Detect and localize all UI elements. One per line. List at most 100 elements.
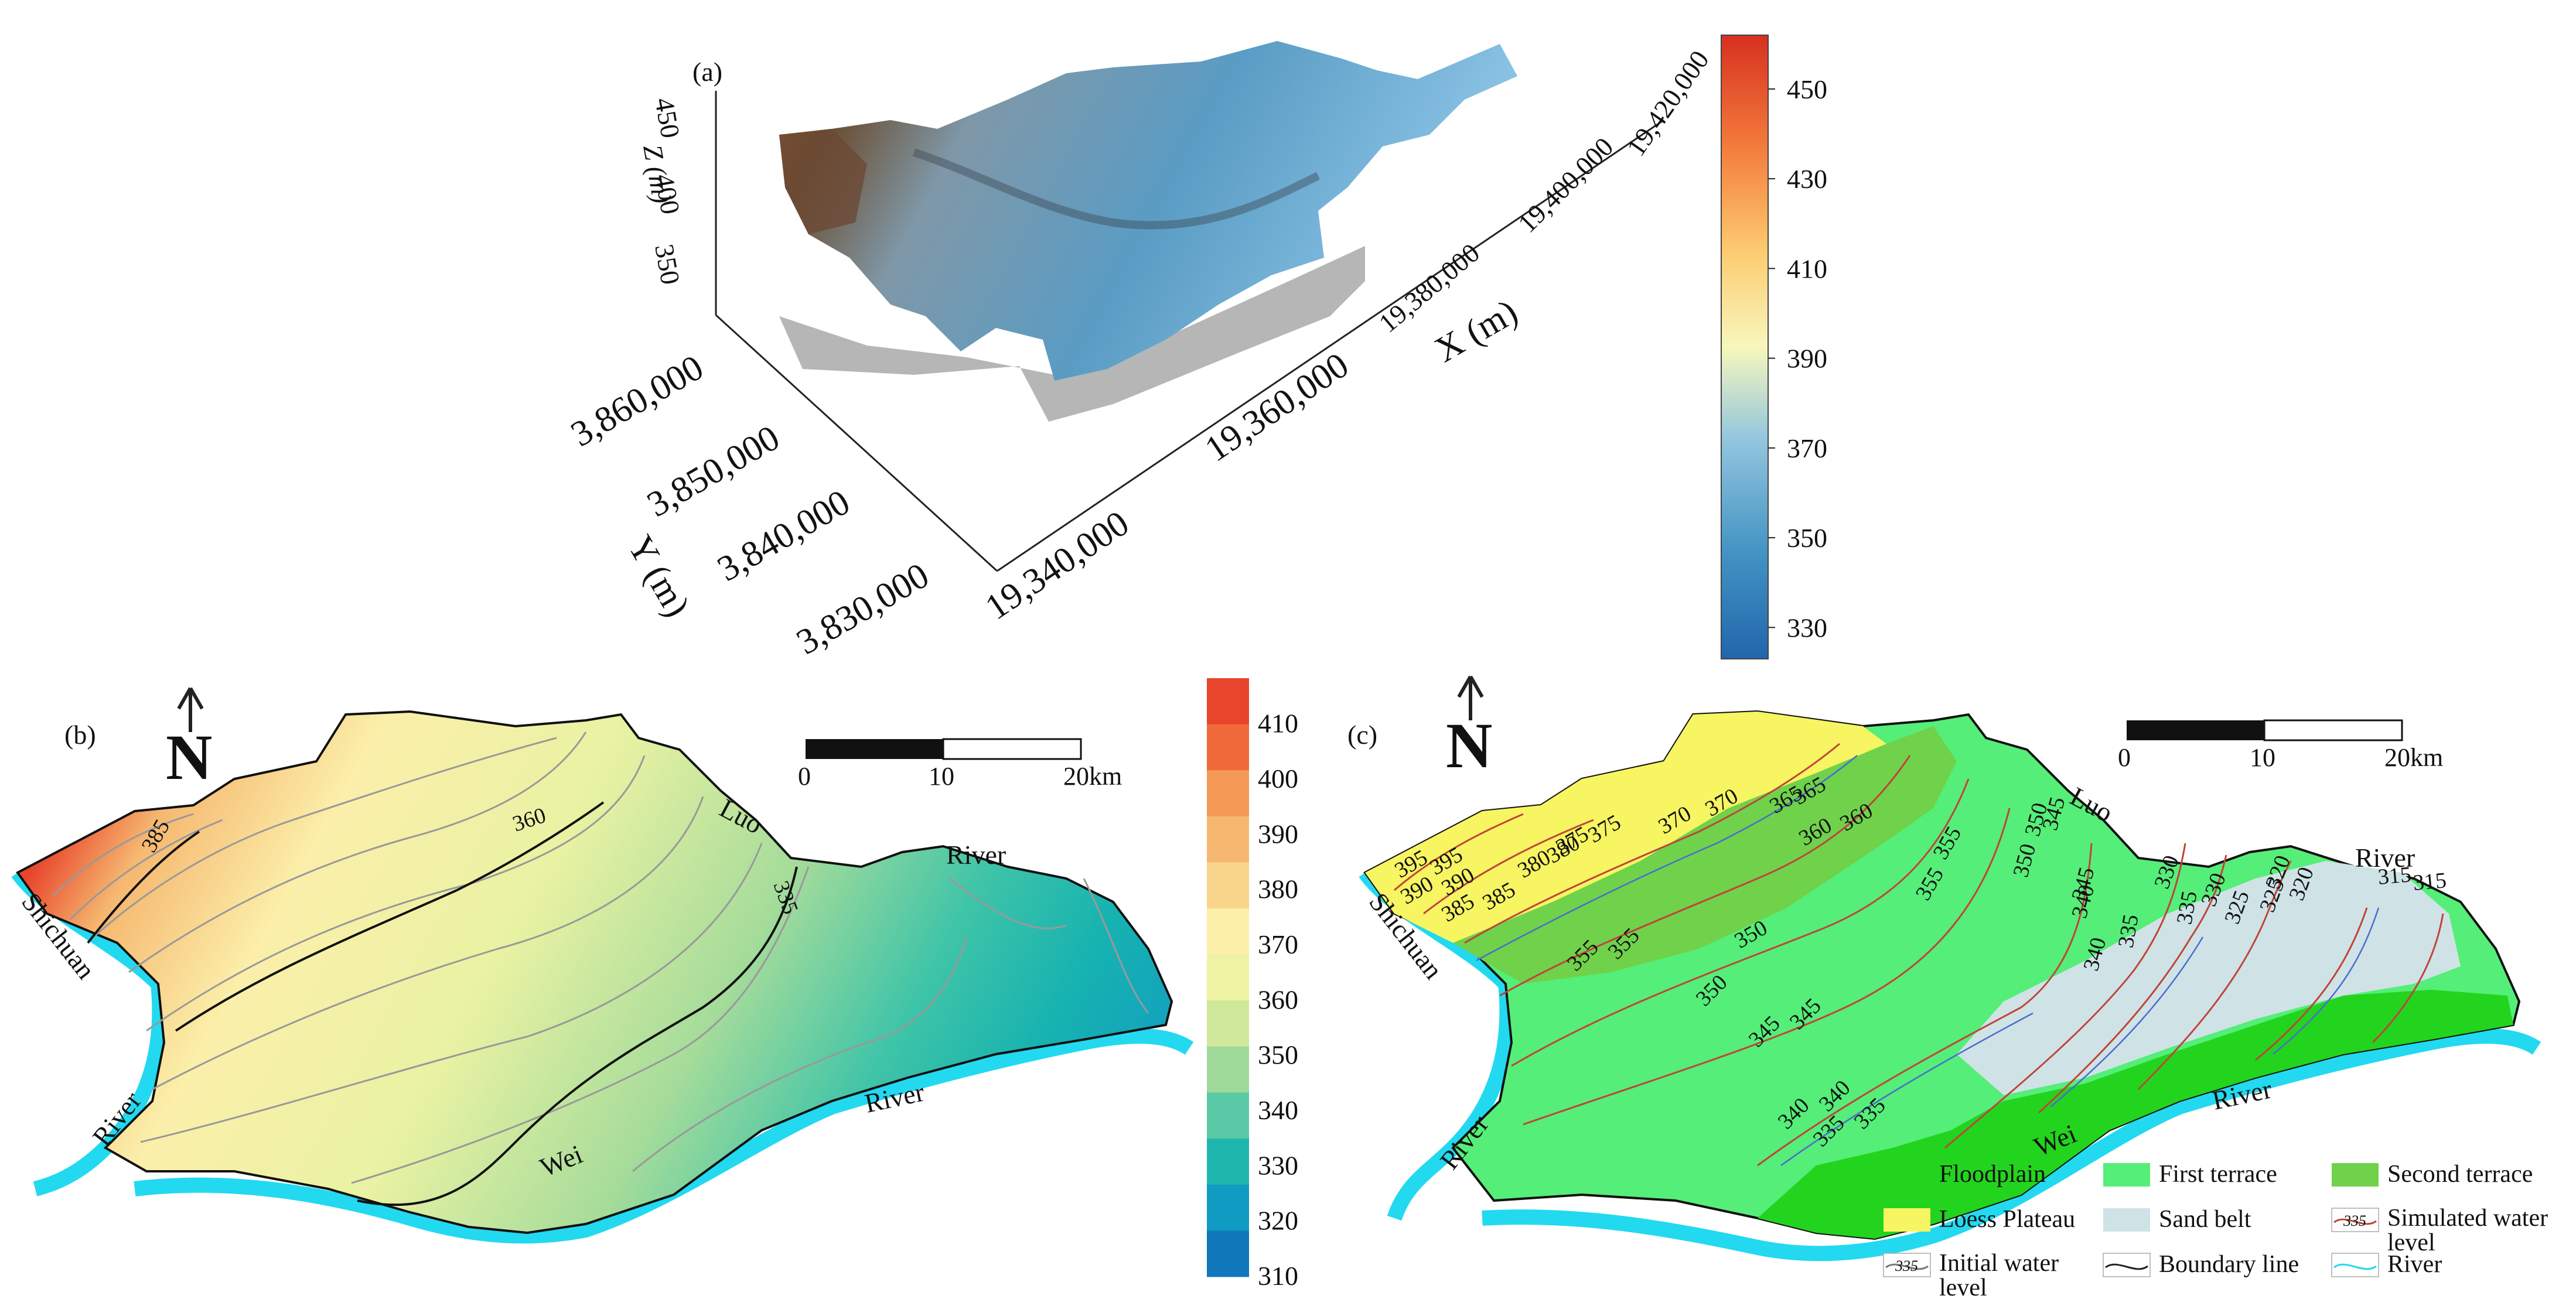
north-arrow-c: N (1446, 675, 1492, 781)
y-tick-3850000: 3,850,000 (640, 418, 786, 525)
zone-second-terrace (1453, 726, 1957, 984)
panel-a: (a) 450 400 350 Z (m) 3,860,000 3,850,00… (564, 35, 1827, 662)
x-tick-19340000: 19,340,000 (978, 503, 1136, 627)
x-tick-19360000: 19,360,000 (1198, 345, 1356, 469)
legend-swatch (2332, 1163, 2379, 1187)
z-tick-350: 350 (649, 242, 685, 287)
contours-b-major (87, 801, 798, 1206)
z-tick-450: 450 (649, 95, 685, 141)
zone-sand-belt (1957, 861, 2461, 1095)
scale-c-black (2127, 720, 2264, 740)
z-tick-400: 400 (649, 172, 685, 217)
colorbar-a-gradient (1721, 35, 1769, 659)
x-tick-19420000: 19,420,000 (1620, 45, 1715, 162)
terrain-top (779, 41, 1517, 381)
x-tick-19400000: 19,400,000 (1512, 132, 1619, 238)
legend-label: First terrace (2159, 1161, 2277, 1188)
legend-label: Second terrace (2387, 1161, 2533, 1188)
scale-b-0: 0 (798, 762, 811, 791)
colorbar-a-tick-label: 370 (1787, 433, 1827, 463)
colorbar-b-band (1207, 1000, 1249, 1047)
colorbar-a-tick-label: 330 (1787, 613, 1827, 642)
scale-c-white (2263, 719, 2403, 741)
colorbar-b-tick-label: 350 (1258, 1040, 1298, 1070)
legend-label-cont: level (1939, 1274, 1987, 1301)
panel-a-axes (715, 91, 1664, 572)
legend-label: Initial water (1939, 1250, 2059, 1277)
colorbar-b-band (1207, 816, 1249, 863)
colorbar-a-tick-label: 350 (1787, 523, 1827, 553)
terrain-high-ridge (779, 129, 867, 234)
north-arrow-c-icon (1457, 675, 1484, 720)
legend-label: Boundary line (2159, 1251, 2299, 1278)
legend-label: Floodplain (1939, 1161, 2046, 1188)
panel-b-letter: (b) (64, 720, 96, 750)
scale-c-20km: 20km (2384, 743, 2443, 772)
scale-bar-c: 0 10 20km (2118, 719, 2443, 772)
contours-c-simulated (1394, 743, 2444, 1167)
colorbar-a-tick-label: 390 (1787, 344, 1827, 374)
legend-item: Sand belt (2103, 1206, 2251, 1233)
legend-label: River (2387, 1251, 2442, 1278)
contour-c-label: 335 (2114, 912, 2144, 949)
study-area-b (16, 710, 1173, 1235)
zone-loess-plateau (1365, 712, 1886, 943)
y-axis-line (715, 314, 998, 572)
river-c-river-ne: River (2355, 843, 2415, 873)
colorbar-b-band (1207, 1184, 1249, 1231)
legend-label-cont: level (2387, 1229, 2435, 1256)
y-tick-3830000: 3,830,000 (790, 555, 936, 662)
y-tick-3840000: 3,840,000 (711, 482, 857, 589)
legend-item: River (2331, 1251, 2442, 1278)
legend-sample-value: 335 (2343, 1212, 2366, 1229)
legend-label: Sand belt (2159, 1206, 2251, 1233)
legend-item: Loess Plateau (1884, 1206, 2075, 1233)
legend-swatch (1884, 1208, 1930, 1232)
colorbar-b-tick-label: 410 (1258, 709, 1298, 739)
scale-bar-b: 0 10 20km (798, 738, 1122, 791)
contour-c-label: 315 (2412, 868, 2447, 895)
colorbar-b-band (1207, 862, 1249, 909)
legend-label: Loess Plateau (1939, 1206, 2075, 1233)
legend-label: Simulated water (2387, 1205, 2548, 1232)
legend-item: Second terrace (2332, 1161, 2533, 1188)
scale-c-10: 10 (2250, 743, 2275, 772)
colorbar-b-band (1207, 1092, 1249, 1139)
colorbar-b-band (1207, 770, 1249, 817)
colorbar-b-band (1207, 678, 1249, 725)
panel-c: (c) N 0 10 20km (1347, 675, 2548, 1301)
river-b-river-ne: River (946, 840, 1006, 870)
legend-line-sample (2333, 1218, 2377, 1225)
y-axis: 3,860,000 3,850,000 3,840,000 3,830,000 … (564, 347, 936, 662)
colorbar-b-band (1207, 724, 1249, 771)
colorbar-b-band (1207, 1230, 1249, 1277)
legend-line-sample (2105, 1263, 2148, 1270)
colorbar-b-tick-label: 340 (1258, 1095, 1298, 1125)
zone-floodplain (1758, 990, 2513, 1239)
z-axis-title: Z (m) (637, 142, 677, 206)
colorbar-b-tick-label: 360 (1258, 984, 1298, 1014)
legend-c: Floodplain First terrace Second terrace Loe… (1883, 1161, 2548, 1301)
scale-b-white (942, 738, 1082, 760)
terrain-shading (912, 148, 1321, 230)
colorbar-a-tick-label: 450 (1787, 74, 1827, 104)
colorbar-b-tick-label: 310 (1258, 1261, 1298, 1291)
colorbar-b-tick-label: 400 (1258, 764, 1298, 794)
colorbar-b-band (1207, 908, 1249, 955)
panel-b-colorbar: 410 400 390 380 370 360 350 340 330 320 310 (1207, 678, 1298, 1291)
colorbar-b-tick-label: 380 (1258, 874, 1298, 904)
scale-c-0: 0 (2118, 743, 2131, 772)
colorbar-b-tick-label: 330 (1258, 1150, 1298, 1180)
panel-a-letter: (a) (692, 57, 722, 87)
panel-c-letter: (c) (1347, 720, 1377, 750)
contours-c-initial (1476, 755, 2380, 1167)
colorbar-a-ticks: 450 430 410 390 370 350 330 (1768, 74, 1827, 642)
legend-item: First terrace (2103, 1161, 2277, 1188)
colorbar-a-tick-label: 410 (1787, 254, 1827, 283)
north-arrow-b-icon (177, 687, 204, 732)
legend-swatch (2103, 1163, 2150, 1187)
colorbar-b-band (1207, 954, 1249, 1001)
